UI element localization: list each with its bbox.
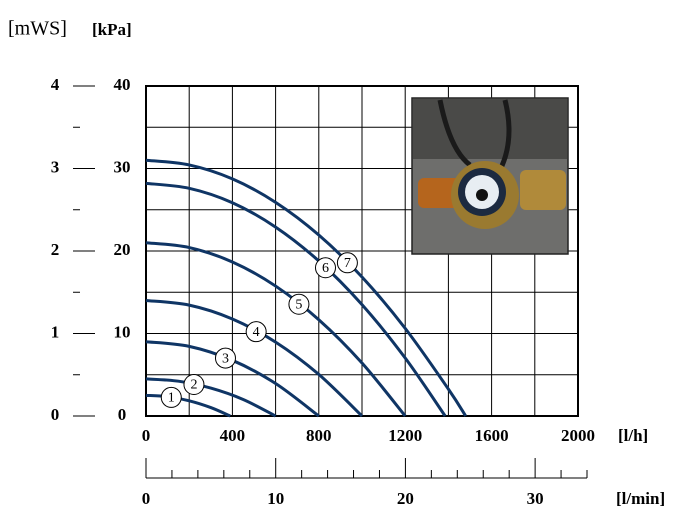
pump-curve bbox=[145, 241, 407, 417]
curve-label-circle bbox=[214, 347, 236, 369]
y2-tick-label: 4 bbox=[51, 75, 60, 94]
curve-label: 2 bbox=[190, 378, 197, 393]
pump-curve bbox=[145, 158, 467, 417]
pump-curve bbox=[145, 377, 277, 418]
curve-label: 3 bbox=[222, 351, 229, 366]
x-tick-label: 2000 bbox=[561, 426, 595, 445]
curve-label: 7 bbox=[344, 256, 351, 271]
photo-pump-dial bbox=[476, 189, 488, 201]
pump-curve bbox=[145, 393, 231, 418]
y2-axis-label: [mWS] bbox=[8, 18, 67, 40]
y-tick-label: 20 bbox=[114, 240, 131, 259]
photo-cable bbox=[437, 99, 512, 172]
x2-tick-label: 10 bbox=[267, 489, 284, 508]
y-tick-label: 40 bbox=[114, 75, 131, 94]
curve-label: 5 bbox=[295, 297, 302, 312]
y-tick-label: 10 bbox=[114, 322, 131, 341]
curve-label-circle bbox=[183, 374, 205, 396]
y2-tick-label: 1 bbox=[51, 322, 60, 341]
x-axis-label: [l/h] bbox=[618, 426, 648, 445]
x-tick-label: 0 bbox=[142, 426, 151, 445]
pump-photo bbox=[411, 97, 569, 255]
curve-label-circle bbox=[245, 321, 267, 343]
y-tick-label: 0 bbox=[118, 405, 127, 424]
x2-tick-label: 30 bbox=[527, 489, 544, 508]
x-tick-label: 1200 bbox=[388, 426, 422, 445]
x2-axis-label: [l/min] bbox=[616, 489, 665, 508]
curve-label-circle bbox=[336, 252, 358, 274]
x2-tick-label: 0 bbox=[142, 489, 151, 508]
curve-label-circle bbox=[314, 257, 336, 279]
curve-label-circle bbox=[160, 386, 182, 408]
curve-label: 4 bbox=[253, 325, 260, 340]
y-tick-label: 30 bbox=[114, 157, 131, 176]
curve-label: 1 bbox=[168, 391, 175, 406]
pump-curve bbox=[145, 181, 447, 417]
curve-label-circle bbox=[288, 293, 310, 315]
y2-tick-label: 2 bbox=[51, 240, 60, 259]
y2-tick-label: 0 bbox=[51, 405, 60, 424]
x2-tick-label: 20 bbox=[397, 489, 414, 508]
x-tick-label: 1600 bbox=[475, 426, 509, 445]
x-tick-label: 800 bbox=[306, 426, 332, 445]
photo-background bbox=[413, 99, 567, 159]
y2-tick-label: 3 bbox=[51, 157, 60, 176]
y-axis-label: [kPa] bbox=[92, 20, 132, 39]
photo-pipe bbox=[520, 170, 566, 210]
x-tick-label: 400 bbox=[220, 426, 246, 445]
curve-label: 6 bbox=[322, 261, 329, 276]
